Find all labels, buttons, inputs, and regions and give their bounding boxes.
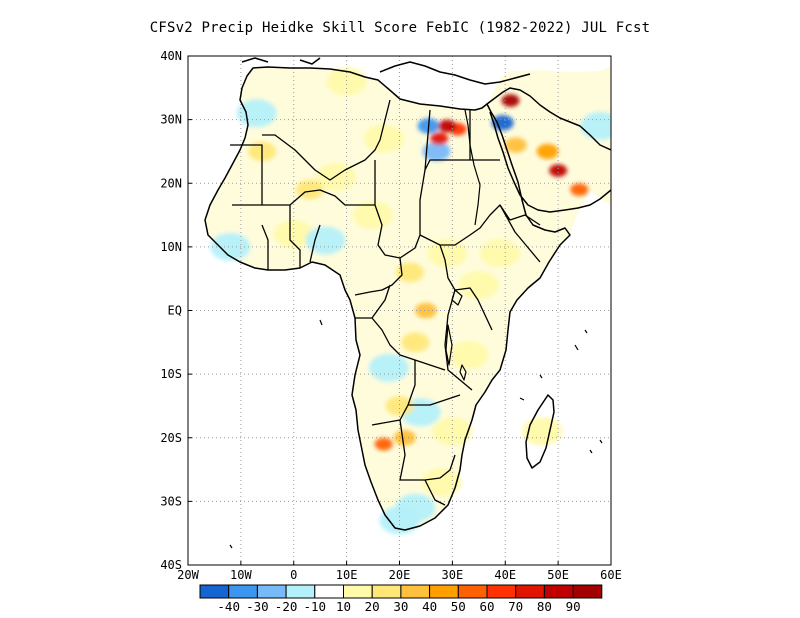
lon-tick-label: 10W bbox=[230, 568, 252, 582]
colorbar-labels: -40 -30 -20 -10 10 20 30 40 50 60 70 80 90 bbox=[217, 599, 580, 614]
lon-tick-label: 20W bbox=[177, 568, 199, 582]
colorbar-label: 10 bbox=[336, 599, 351, 614]
skill-region bbox=[385, 396, 414, 416]
small-islands bbox=[229, 319, 603, 549]
skill-region bbox=[458, 271, 499, 300]
map-title: CFSv2 Precip Heidke Skill Score FebIC (1… bbox=[149, 20, 651, 36]
colorbar-swatch bbox=[314, 584, 344, 599]
skill-region bbox=[491, 115, 514, 131]
colorbar-swatch bbox=[400, 584, 431, 599]
skill-region bbox=[236, 99, 277, 128]
colorbar-swatch bbox=[371, 584, 402, 599]
skill-region bbox=[305, 226, 346, 255]
skill-region bbox=[396, 262, 425, 283]
colorbar-label: 20 bbox=[365, 599, 380, 614]
lat-tick-label: EQ bbox=[168, 304, 182, 318]
skill-region bbox=[438, 119, 457, 133]
colorbar-label: 90 bbox=[566, 599, 581, 614]
colorbar-swatch bbox=[199, 584, 230, 599]
lon-tick-label: 30E bbox=[442, 568, 464, 582]
colorbar-label: 60 bbox=[479, 599, 494, 614]
lon-tick-label: 0 bbox=[290, 568, 297, 582]
longitude-axis-labels: 20W 10W 0 10E 20E 30E 40E 50E 60E bbox=[177, 561, 622, 582]
mediterranean-north-coast bbox=[241, 57, 531, 85]
lat-tick-label: 40N bbox=[160, 49, 182, 63]
lat-tick-label: 30S bbox=[160, 494, 182, 508]
colorbar-swatch bbox=[543, 584, 574, 599]
lat-tick-label: 10N bbox=[160, 240, 182, 254]
colorbar-label: -40 bbox=[217, 599, 240, 614]
colorbar-label: 40 bbox=[422, 599, 437, 614]
colorbar-label: 30 bbox=[393, 599, 408, 614]
lat-tick-label: 30N bbox=[160, 113, 182, 127]
colorbar-swatch bbox=[486, 584, 517, 599]
skill-region bbox=[421, 468, 462, 497]
colorbar-label: -30 bbox=[246, 599, 269, 614]
skill-region bbox=[414, 302, 437, 319]
africa-coastline bbox=[204, 66, 571, 531]
skill-region bbox=[273, 220, 314, 249]
skill-region bbox=[501, 94, 520, 107]
skill-region bbox=[536, 143, 559, 160]
skill-region bbox=[430, 132, 449, 146]
skill-region bbox=[353, 201, 394, 230]
colorbar-label: 70 bbox=[508, 599, 523, 614]
skill-region bbox=[374, 437, 393, 451]
skill-region bbox=[522, 417, 563, 446]
colorbar-swatch bbox=[343, 584, 373, 599]
lon-tick-label: 50E bbox=[547, 568, 569, 582]
skill-region bbox=[210, 232, 251, 261]
skill-region bbox=[363, 124, 404, 153]
lat-tick-label: 40S bbox=[160, 558, 182, 572]
arabia-coastline bbox=[486, 87, 611, 213]
skill-region bbox=[448, 341, 489, 370]
skill-region bbox=[580, 111, 611, 140]
skill-region bbox=[427, 239, 468, 268]
lat-tick-label: 10S bbox=[160, 367, 182, 381]
colorbar-swatch bbox=[256, 584, 287, 599]
colorbar-label: 80 bbox=[537, 599, 552, 614]
country-borders bbox=[230, 99, 541, 506]
madagascar-coastline bbox=[525, 394, 555, 469]
colorbar-swatch bbox=[515, 584, 545, 599]
colorbar-swatch bbox=[457, 584, 488, 599]
colorbar-swatch bbox=[285, 584, 316, 599]
lakes bbox=[445, 289, 467, 381]
lon-tick-label: 10E bbox=[336, 568, 358, 582]
colorbar bbox=[199, 584, 603, 599]
nile-river bbox=[464, 109, 481, 226]
skill-region bbox=[570, 183, 589, 196]
colorbar-swatch bbox=[429, 584, 459, 599]
skill-region bbox=[479, 239, 520, 268]
skill-region bbox=[368, 353, 409, 382]
latitude-axis-labels: 40N 30N 20N 10N EQ 10S 20S 30S 40S bbox=[160, 49, 192, 572]
skill-region bbox=[432, 417, 473, 446]
colorbar-label: -10 bbox=[304, 599, 327, 614]
lon-tick-label: 60E bbox=[600, 568, 622, 582]
skill-region bbox=[401, 332, 430, 353]
lat-tick-label: 20N bbox=[160, 176, 182, 190]
skill-region bbox=[549, 164, 568, 177]
lat-tick-label: 20S bbox=[160, 431, 182, 445]
lon-tick-label: 20E bbox=[389, 568, 411, 582]
lon-tick-label: 40E bbox=[494, 568, 516, 582]
colorbar-label: -20 bbox=[275, 599, 298, 614]
skill-region bbox=[504, 137, 527, 153]
skill-region bbox=[422, 141, 451, 162]
colorbar-swatch bbox=[228, 584, 258, 599]
colorbar-label: 50 bbox=[451, 599, 466, 614]
coastlines-borders bbox=[204, 57, 611, 549]
colorbar-swatch bbox=[572, 584, 603, 599]
